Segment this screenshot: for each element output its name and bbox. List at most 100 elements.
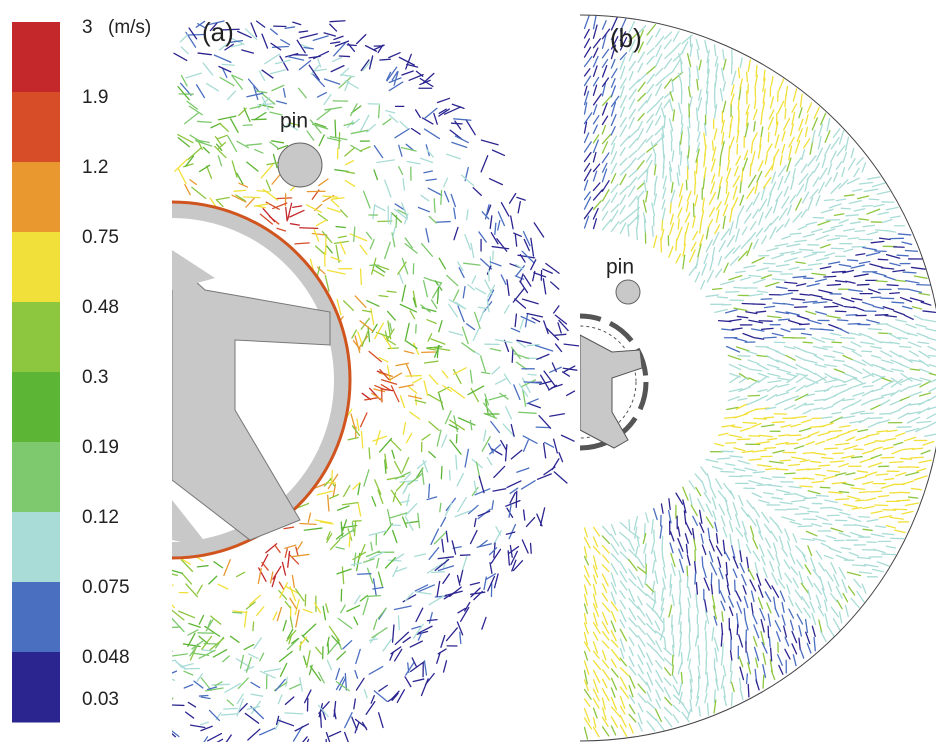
- velocity-vector: [819, 124, 823, 136]
- velocity-vector: [249, 79, 259, 91]
- velocity-vector: [714, 129, 717, 140]
- velocity-vector: [510, 493, 515, 503]
- velocity-vector: [833, 351, 843, 354]
- velocity-vector: [620, 158, 627, 165]
- velocity-vector: [782, 615, 785, 625]
- velocity-vector: [324, 95, 331, 105]
- velocity-vector: [871, 455, 881, 459]
- velocity-vector: [771, 648, 772, 661]
- velocity-vector: [800, 649, 803, 658]
- velocity-vector: [772, 422, 784, 423]
- velocity-vector: [702, 481, 706, 493]
- velocity-vector: [247, 162, 258, 171]
- velocity-vector: [354, 617, 358, 625]
- velocity-vector: [593, 201, 601, 210]
- velocity-vector: [168, 705, 184, 706]
- velocity-vector: [352, 119, 359, 125]
- velocity-vector: [476, 288, 486, 294]
- velocity-vector: [191, 725, 205, 727]
- velocity-vector: [894, 509, 907, 510]
- velocity-vector: [378, 572, 382, 586]
- velocity-vector: [295, 724, 308, 731]
- velocity-vector: [839, 426, 850, 428]
- velocity-vector: [839, 567, 845, 578]
- velocity-vector: [656, 103, 662, 115]
- velocity-vector: [872, 397, 884, 400]
- velocity-vector: [638, 129, 644, 140]
- velocity-vector: [682, 702, 689, 713]
- velocity-vector: [732, 693, 733, 706]
- velocity-vector: [828, 164, 831, 175]
- velocity-vector: [629, 569, 636, 579]
- velocity-vector: [710, 208, 715, 217]
- velocity-vector: [585, 528, 588, 537]
- velocity-vector: [584, 86, 586, 95]
- velocity-vector: [611, 184, 618, 192]
- velocity-vector: [307, 651, 310, 668]
- velocity-vector: [524, 440, 529, 451]
- velocity-vector: [673, 72, 683, 80]
- velocity-vector: [754, 122, 755, 131]
- velocity-vector: [644, 544, 646, 553]
- velocity-vector: [697, 50, 698, 60]
- velocity-vector: [897, 427, 911, 428]
- velocity-vector: [621, 648, 624, 658]
- velocity-vector: [356, 649, 360, 663]
- velocity-vector: [551, 282, 559, 289]
- velocity-vector: [795, 513, 809, 514]
- velocity-vector: [341, 210, 348, 217]
- velocity-vector: [464, 263, 480, 265]
- velocity-vector: [292, 575, 294, 587]
- velocity-vector: [832, 412, 841, 413]
- velocity-vector: [299, 88, 307, 97]
- velocity-vector: [373, 436, 386, 441]
- velocity-vector: [848, 429, 857, 431]
- velocity-vector: [656, 719, 664, 730]
- velocity-vector: [441, 517, 446, 526]
- velocity-vector: [334, 241, 348, 243]
- velocity-vector: [853, 189, 862, 191]
- velocity-vector: [797, 437, 809, 441]
- velocity-vector: [742, 227, 747, 235]
- velocity-vector: [700, 510, 702, 523]
- velocity-vector: [710, 486, 716, 498]
- velocity-vector: [495, 574, 499, 588]
- velocity-vector: [429, 216, 436, 223]
- velocity-vector: [638, 113, 644, 120]
- velocity-vector: [501, 203, 508, 216]
- velocity-vector: [511, 328, 519, 331]
- velocity-vector: [715, 522, 717, 531]
- velocity-vector: [567, 391, 575, 395]
- velocity-vector: [849, 201, 861, 204]
- colorbar-band: [12, 92, 60, 163]
- velocity-vector: [717, 297, 727, 298]
- velocity-vector: [620, 174, 626, 184]
- velocity-vector: [715, 648, 717, 661]
- velocity-vector: [762, 425, 774, 427]
- velocity-vector: [740, 181, 741, 193]
- velocity-vector: [777, 369, 790, 373]
- velocity-vector: [646, 584, 654, 592]
- velocity-vector: [874, 549, 885, 552]
- velocity-vector: [701, 467, 707, 475]
- velocity-vector: [433, 283, 442, 298]
- velocity-vector: [515, 299, 526, 308]
- velocity-vector: [300, 524, 316, 525]
- velocity-vector: [797, 185, 804, 196]
- velocity-vector: [723, 50, 724, 60]
- figure: 31.91.20.750.480.30.190.120.0750.0480.03…: [0, 0, 936, 742]
- velocity-vector: [690, 250, 696, 262]
- velocity-vector: [772, 573, 778, 585]
- velocity-vector: [803, 234, 814, 237]
- velocity-vector: [881, 351, 892, 357]
- velocity-vector: [554, 334, 565, 335]
- velocity-vector: [912, 307, 921, 309]
- velocity-vector: [721, 471, 734, 472]
- velocity-vector: [767, 603, 771, 613]
- velocity-vector: [166, 677, 175, 681]
- velocity-vector: [477, 544, 491, 547]
- velocity-vector: [679, 549, 683, 558]
- velocity-vector: [723, 216, 725, 228]
- velocity-vector: [919, 351, 930, 358]
- velocity-vector: [846, 315, 857, 316]
